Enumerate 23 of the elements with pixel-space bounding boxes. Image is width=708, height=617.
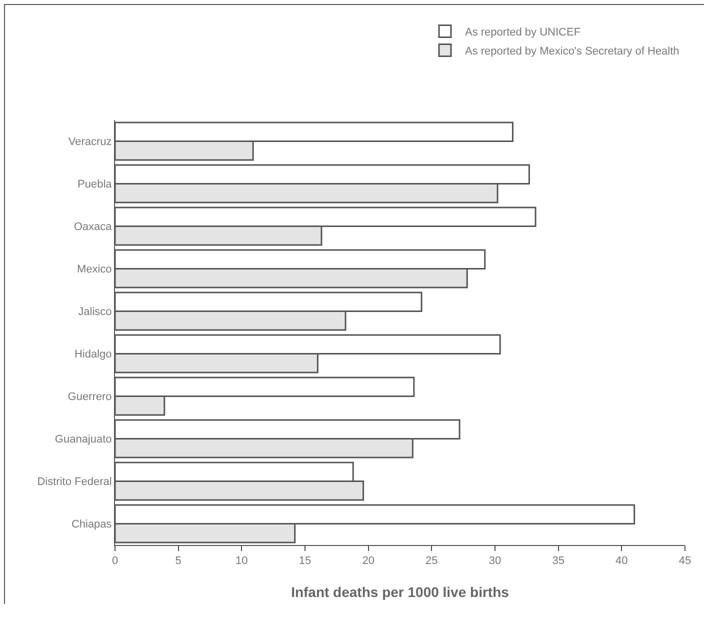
x-tick-label: 45	[678, 555, 692, 568]
y-tick-label: Mexico	[76, 264, 112, 276]
x-tick-label: 40	[616, 555, 628, 568]
y-tick-label: Chiapas	[71, 518, 112, 531]
x-tick-label: 30	[488, 555, 502, 568]
y-tick-label: Oaxaca	[74, 221, 113, 234]
y-tick-label: Distrito Federal	[37, 476, 112, 488]
legend-label: As reported by Mexico's Secretary of Health	[465, 46, 680, 58]
x-tick-label: 10	[236, 555, 248, 568]
x-tick-label: 20	[362, 555, 374, 568]
y-tick-label: Hidalgo	[74, 348, 112, 361]
x-tick-label: 35	[552, 555, 564, 568]
x-axis-title: Infant deaths per 1000 live births	[291, 584, 510, 600]
y-tick-label: Guanajuato	[54, 434, 112, 446]
y-tick-label: Veracruz	[68, 136, 112, 148]
legend-label: As reported by UNICEF	[465, 26, 581, 39]
y-tick-label: Guerrero	[68, 391, 112, 404]
y-tick-label: Jalisco	[78, 306, 112, 318]
x-tick-label: 15	[298, 555, 312, 568]
x-tick-label: 25	[426, 555, 438, 568]
x-tick-label: 0	[112, 555, 118, 568]
y-tick-label: Puebla	[78, 178, 113, 191]
x-tick-label: 5	[175, 555, 182, 568]
